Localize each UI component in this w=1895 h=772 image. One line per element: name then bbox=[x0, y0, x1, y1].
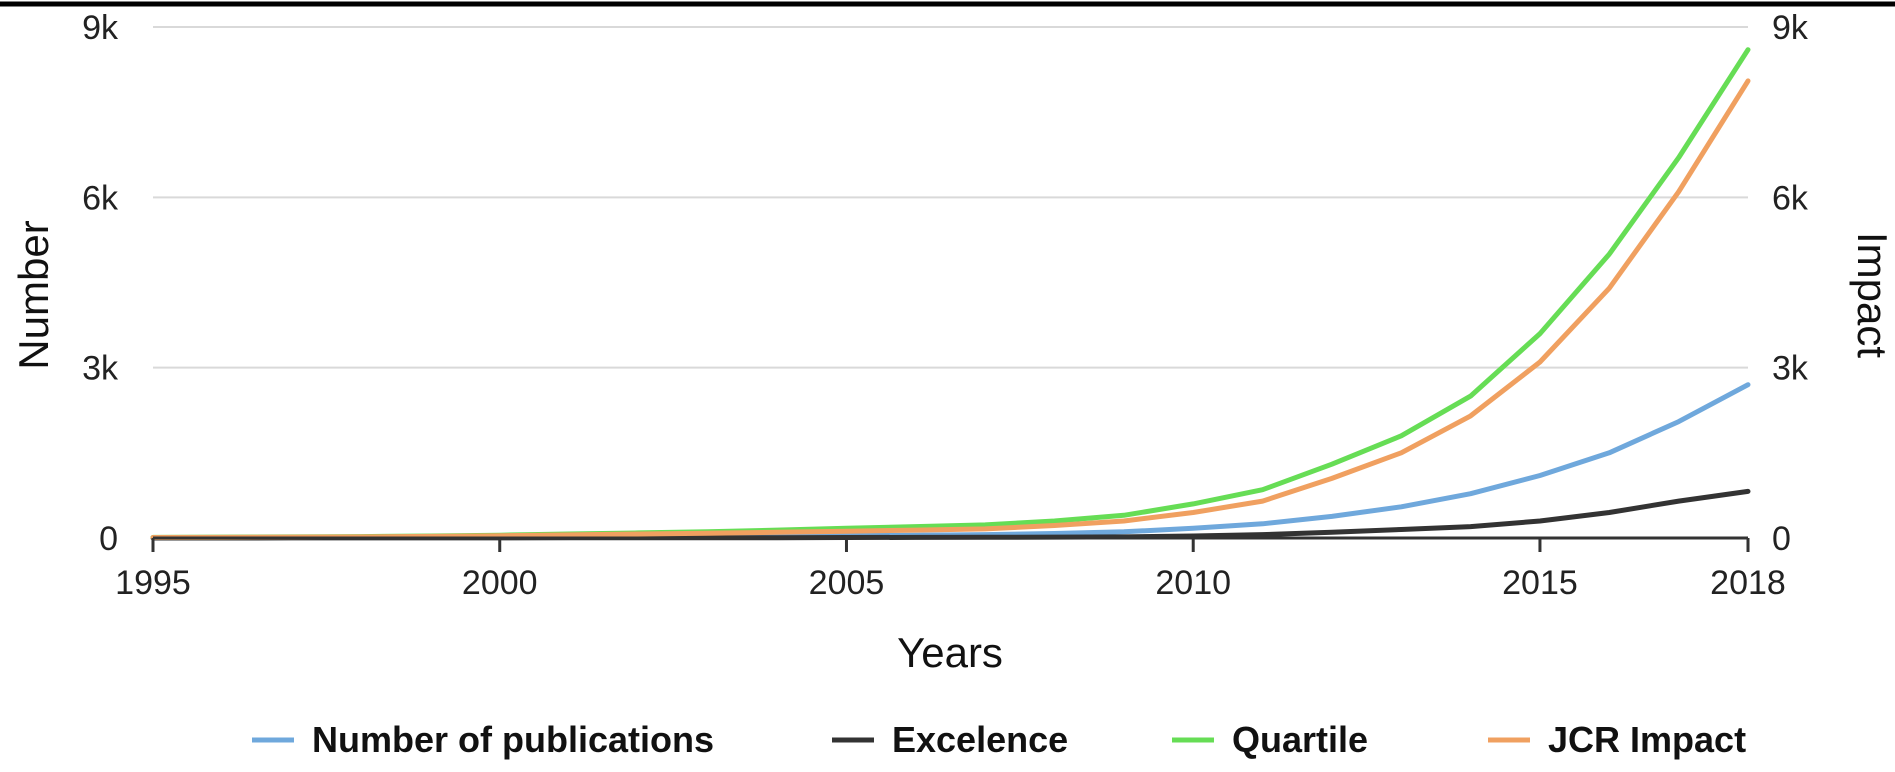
legend-label: Number of publications bbox=[312, 719, 714, 760]
y-axis-title-right: Impact bbox=[1849, 232, 1895, 358]
series-line-jcr-impact bbox=[150, 78, 1751, 540]
x-axis-title: Years bbox=[897, 629, 1003, 676]
legend: Number of publications Excelence Quartile J… bbox=[252, 719, 1746, 760]
legend-label: Excelence bbox=[892, 719, 1068, 760]
x-tick-label: 2015 bbox=[1502, 564, 1578, 602]
legend-label: JCR Impact bbox=[1548, 719, 1746, 760]
gridlines bbox=[153, 26, 1748, 369]
series-lines bbox=[150, 47, 1751, 541]
y-tick-label-left: 0 bbox=[99, 520, 118, 558]
y-tick-label-right: 9k bbox=[1772, 9, 1809, 47]
y-tick-label-right: 3k bbox=[1772, 350, 1809, 388]
x-tick-label: 2000 bbox=[462, 564, 538, 602]
x-tick-label: 2010 bbox=[1155, 564, 1231, 602]
y-tick-label-left: 3k bbox=[82, 350, 119, 388]
legend-label: Quartile bbox=[1232, 719, 1368, 760]
series-line-number-of-publications bbox=[150, 382, 1751, 541]
y-axis-title-left: Number bbox=[10, 220, 57, 369]
series-line-quartile bbox=[150, 47, 1751, 540]
x-tick-label: 1995 bbox=[115, 564, 191, 602]
x-tick-label: 2018 bbox=[1710, 564, 1786, 602]
y-tick-label-right: 0 bbox=[1772, 520, 1791, 558]
y-tick-label-left: 6k bbox=[82, 179, 119, 217]
axes: 0 0 3k 3k 6k 6k 9k 9k 1995 2000 2005 2010 2015 2018 bbox=[0, 1, 1895, 602]
x-tick-label: 2005 bbox=[809, 564, 885, 602]
y-tick-label-left: 9k bbox=[82, 9, 119, 47]
y-tick-label-right: 6k bbox=[1772, 179, 1809, 217]
